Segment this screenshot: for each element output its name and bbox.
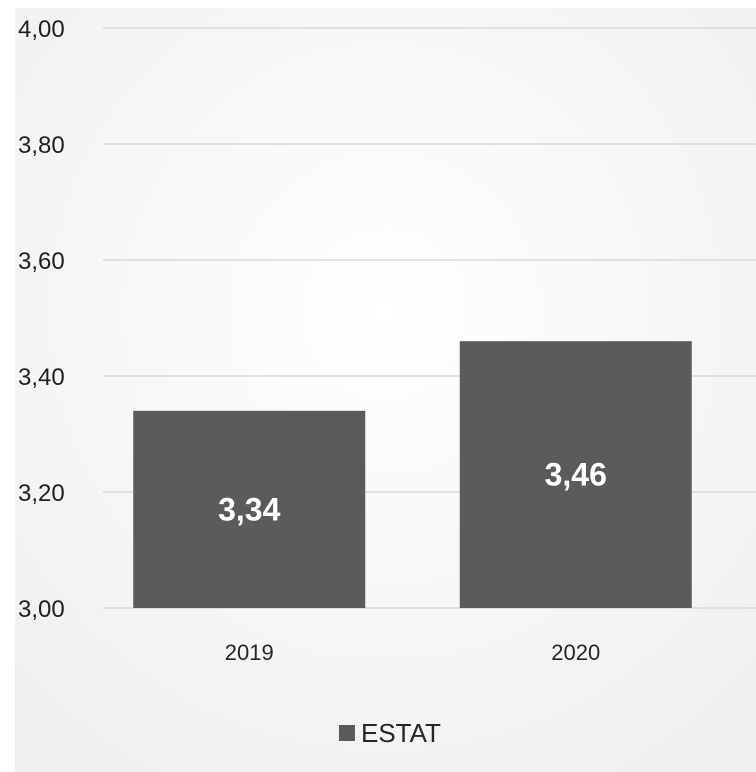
bar <box>133 410 366 608</box>
bar <box>459 341 692 608</box>
data-label: 3,34 <box>218 491 280 527</box>
x-tick-label: 2020 <box>551 640 600 665</box>
bars: 3,34 3,46 <box>133 341 692 608</box>
legend: ESTAT <box>339 718 441 748</box>
y-tick-label: 3,60 <box>18 248 65 275</box>
data-label: 3,46 <box>545 457 607 493</box>
legend-label: ESTAT <box>361 718 441 748</box>
x-tick-label: 2019 <box>225 640 274 665</box>
y-tick-label: 3,80 <box>18 132 65 159</box>
y-axis-tick-labels: 3,00 3,20 3,40 3,60 3,80 4,00 <box>18 16 65 623</box>
y-tick-label: 4,00 <box>18 16 65 43</box>
y-tick-label: 3,40 <box>18 364 65 391</box>
x-axis-tick-labels: 2019 2020 <box>225 640 600 665</box>
legend-swatch <box>339 725 355 741</box>
y-tick-label: 3,20 <box>18 480 65 507</box>
y-tick-label: 3,00 <box>18 596 65 623</box>
